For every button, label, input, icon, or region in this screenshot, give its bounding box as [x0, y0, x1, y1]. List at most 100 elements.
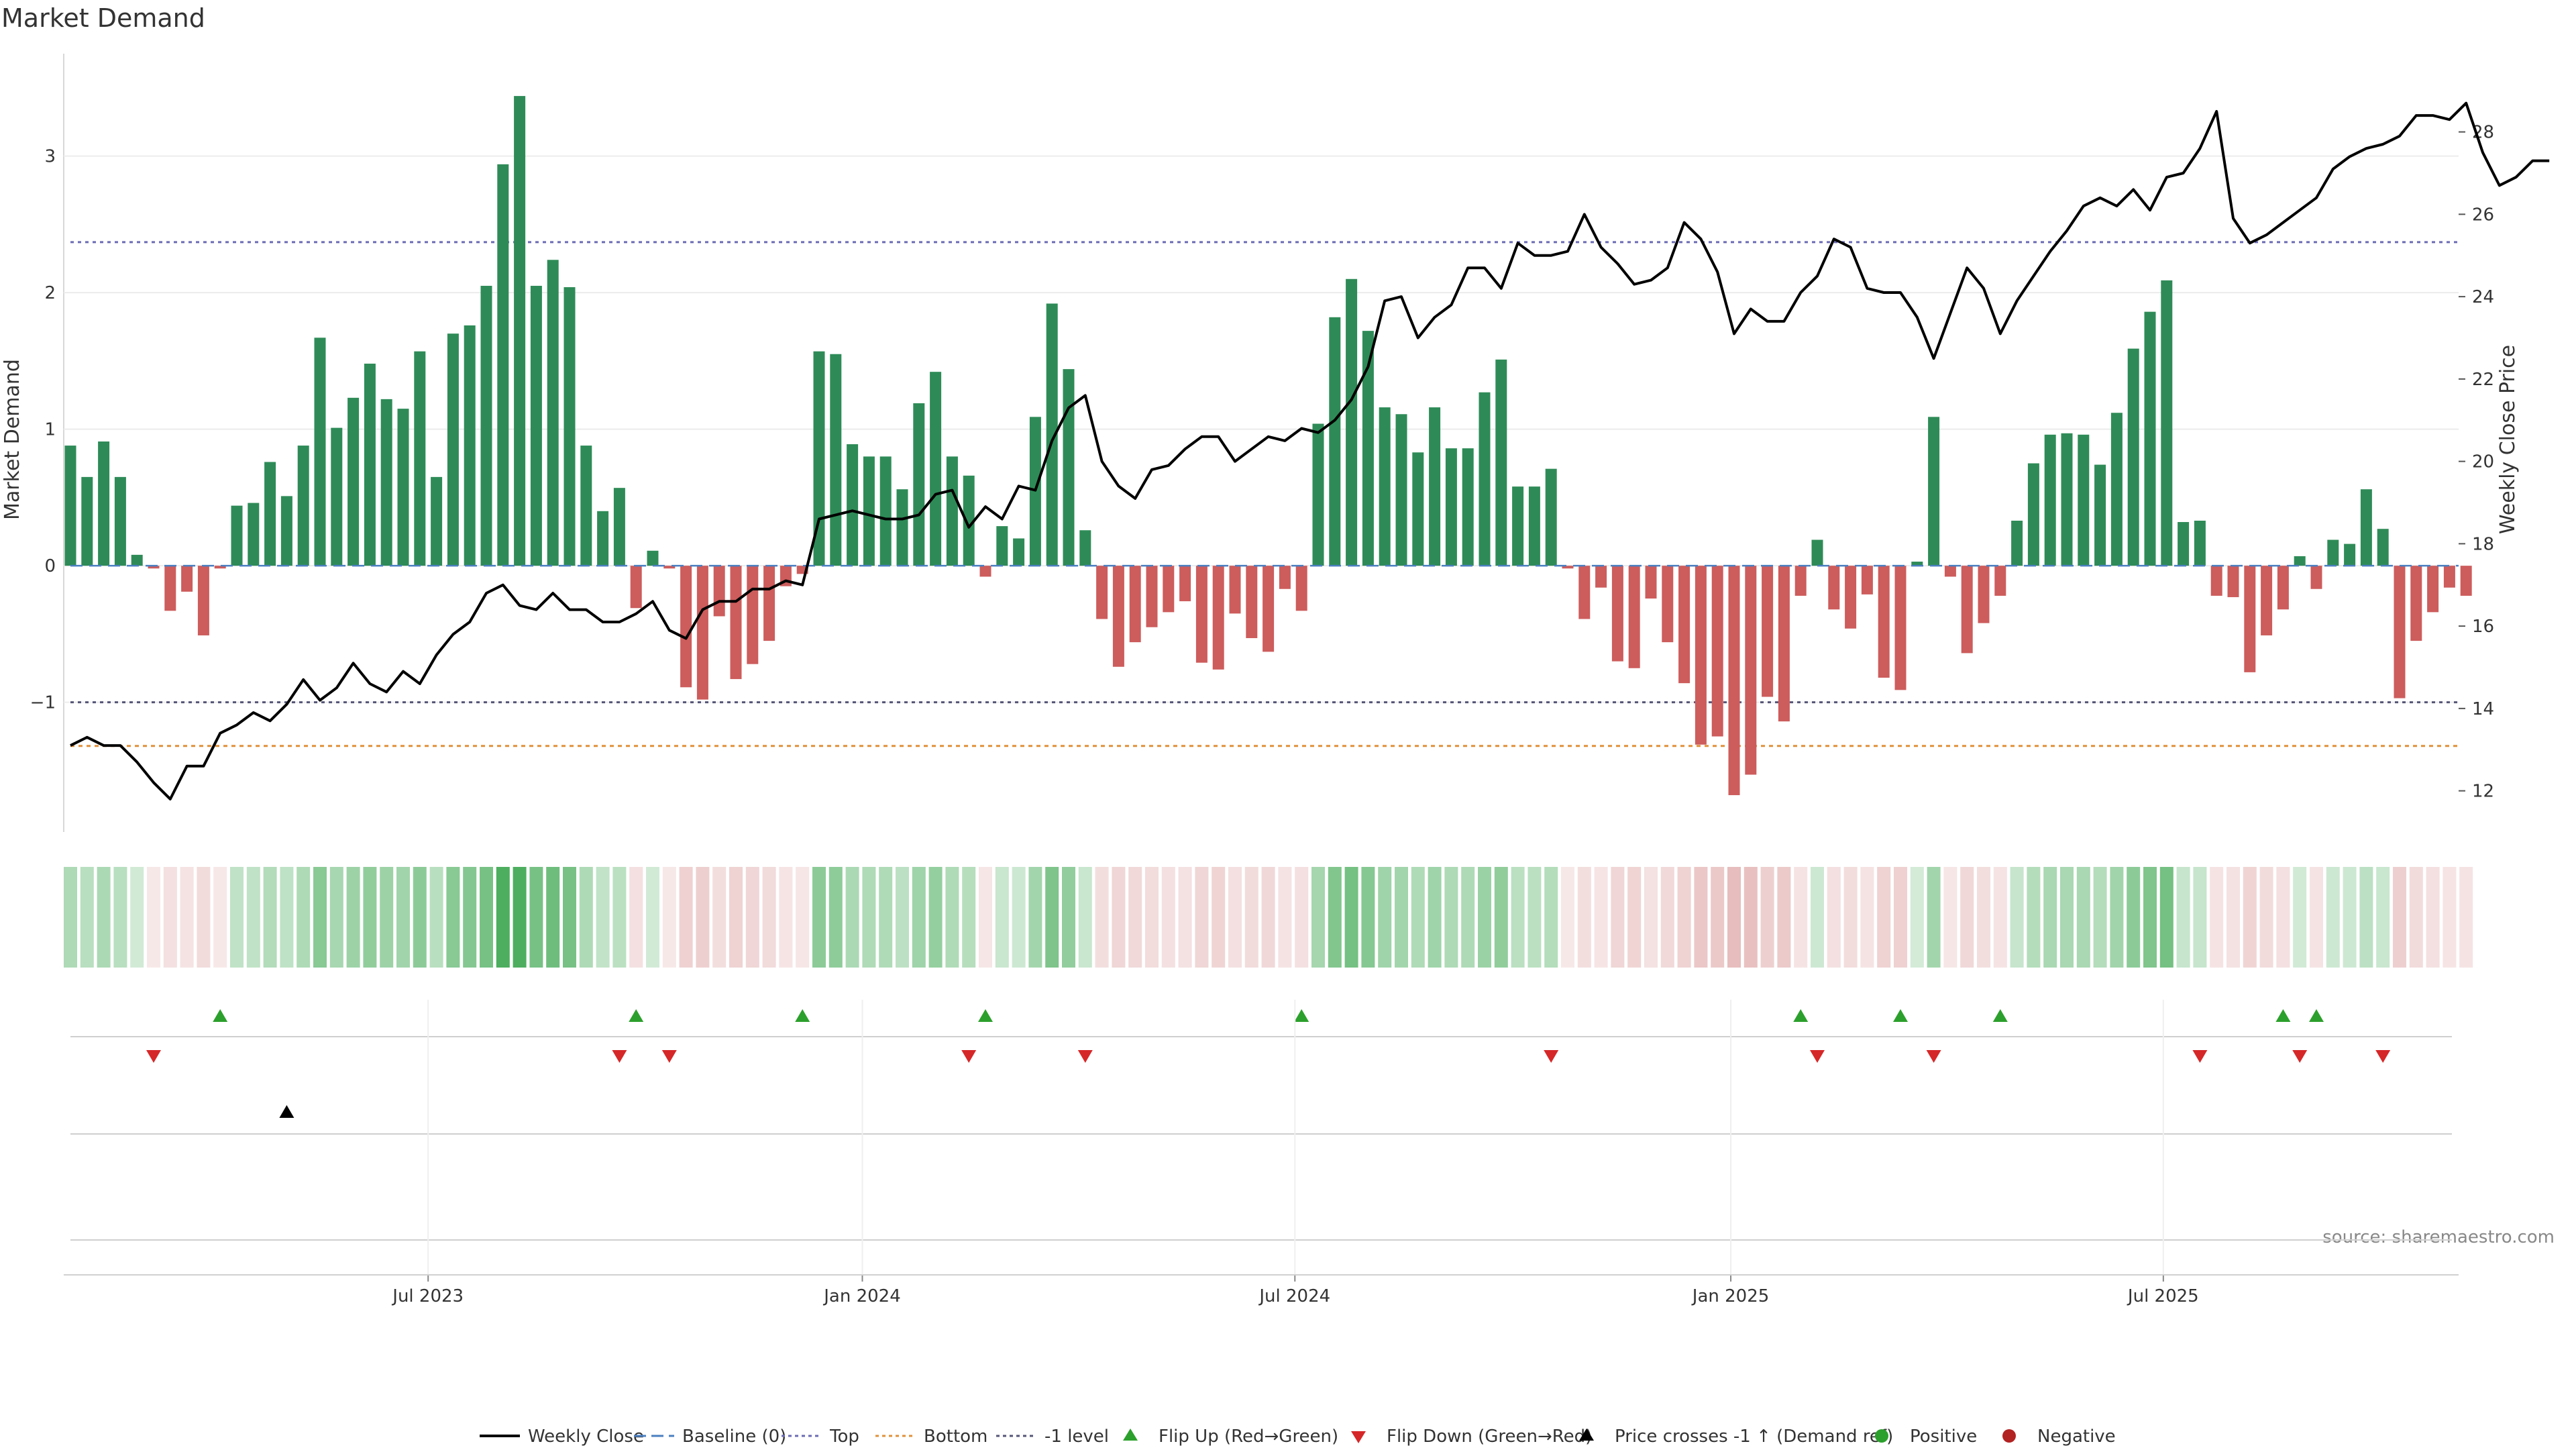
heat-cell [1660, 867, 1674, 968]
demand-bar-negative [2277, 566, 2289, 610]
demand-bar-negative [1179, 566, 1191, 602]
heat-cell [1278, 867, 1292, 968]
demand-bar-negative [1944, 566, 1956, 577]
demand-bar-negative [164, 566, 176, 611]
demand-bar-negative [630, 566, 642, 609]
heat-cell [380, 867, 394, 968]
demand-bar-positive [2344, 543, 2356, 566]
demand-bar-positive [963, 475, 975, 566]
heat-cell [1045, 867, 1059, 968]
flip-down-marker [146, 1050, 161, 1063]
weekly-close-line [70, 101, 2550, 800]
demand-bar-positive [480, 285, 492, 566]
heat-cell [828, 867, 843, 968]
demand-bar-negative [148, 566, 160, 569]
y-left-tick-label: 2 [44, 283, 56, 303]
demand-bar-positive [564, 287, 576, 566]
demand-bar-negative [1595, 566, 1607, 588]
demand-bar-positive [2027, 463, 2039, 566]
demand-bar-negative [1745, 566, 1757, 775]
heat-cell [2310, 867, 2323, 968]
demand-bar-positive [1445, 448, 1457, 566]
demand-bar-positive [2377, 529, 2389, 566]
demand-bar-positive [1545, 468, 1557, 566]
x-tick-label: Jul 2024 [1258, 1286, 1330, 1306]
heat-cell [1295, 867, 1309, 968]
heat-cell [1743, 867, 1758, 968]
demand-bar-positive [1312, 423, 1324, 566]
heat-cell [480, 867, 493, 968]
demand-bar-negative [1163, 566, 1175, 613]
demand-bar-positive [297, 446, 309, 566]
demand-bar-positive [2110, 413, 2123, 566]
heat-cell [1012, 867, 1026, 968]
demand-bar-negative [1212, 566, 1224, 670]
heat-cell [230, 867, 244, 968]
demand-bar-positive [98, 441, 110, 566]
demand-bar-positive [131, 554, 143, 566]
legend-swatch-up [1579, 1429, 1594, 1441]
heat-cell [896, 867, 909, 968]
flip-events-panel [70, 1009, 2452, 1063]
heat-cell [1644, 867, 1658, 968]
y-right-tick-label: 14 [2472, 699, 2494, 719]
heat-cell [1161, 867, 1175, 968]
heat-cell [1461, 867, 1475, 968]
demand-bar-positive [397, 409, 409, 566]
demand-bar-positive [1412, 452, 1424, 566]
demand-bar-positive [2294, 556, 2306, 566]
demand-bar-positive [314, 338, 326, 566]
demand-bar-positive [1329, 317, 1341, 566]
heat-cell [646, 867, 659, 968]
demand-bar-negative [1662, 566, 1674, 643]
demand-bar-negative [747, 566, 759, 664]
heat-cell [729, 867, 743, 968]
heat-cell [579, 867, 593, 968]
demand-bar-negative [2427, 566, 2439, 613]
demand-bar-positive [414, 351, 426, 566]
heat-cell [845, 867, 859, 968]
heat-cell [2259, 867, 2273, 968]
heat-cell [2043, 867, 2057, 968]
heat-cell [629, 867, 643, 968]
y-left-tick-label: 1 [44, 420, 56, 440]
demand-bar-positive [2178, 522, 2190, 566]
legend-label: Flip Down (Green→Red) [1387, 1427, 1592, 1447]
demand-bar-positive [264, 462, 276, 566]
demand-bar-negative [1096, 566, 1108, 619]
heat-cell [546, 867, 560, 968]
demand-bar-negative [1628, 566, 1640, 668]
heat-cell [1195, 867, 1209, 968]
heat-cell [928, 867, 943, 968]
legend-label: Bottom [924, 1427, 987, 1447]
heat-cell [812, 867, 826, 968]
legend-swatch-dot [2002, 1429, 2016, 1443]
heat-cell [1694, 867, 1708, 968]
heat-cell [413, 867, 427, 968]
legend-label: Flip Up (Red→Green) [1159, 1427, 1338, 1447]
heat-cell [529, 867, 543, 968]
heat-cell [1395, 867, 1408, 968]
flip-down-marker [1544, 1050, 1559, 1063]
heat-cell [1062, 867, 1075, 968]
heat-cell [612, 867, 627, 968]
demand-bar-positive [1346, 278, 1358, 566]
heat-cell [180, 867, 194, 968]
flip-up-marker [1793, 1009, 1809, 1022]
heat-cell [2359, 867, 2373, 968]
heat-cell [962, 867, 976, 968]
demand-bar-negative [979, 566, 991, 577]
demand-bar-negative [1994, 566, 2006, 596]
demand-bar-positive [248, 503, 260, 566]
y-right-tick-label: 24 [2472, 287, 2494, 307]
heat-cell [1827, 867, 1841, 968]
heat-cell [2443, 867, 2457, 968]
heat-cell [2376, 867, 2390, 968]
heat-cell [1411, 867, 1425, 968]
y-axis-right-label: Weekly Close Price [2496, 345, 2520, 534]
heat-cell [1843, 867, 1858, 968]
y-right-tick-label: 20 [2472, 452, 2494, 472]
heat-cell [513, 867, 527, 968]
